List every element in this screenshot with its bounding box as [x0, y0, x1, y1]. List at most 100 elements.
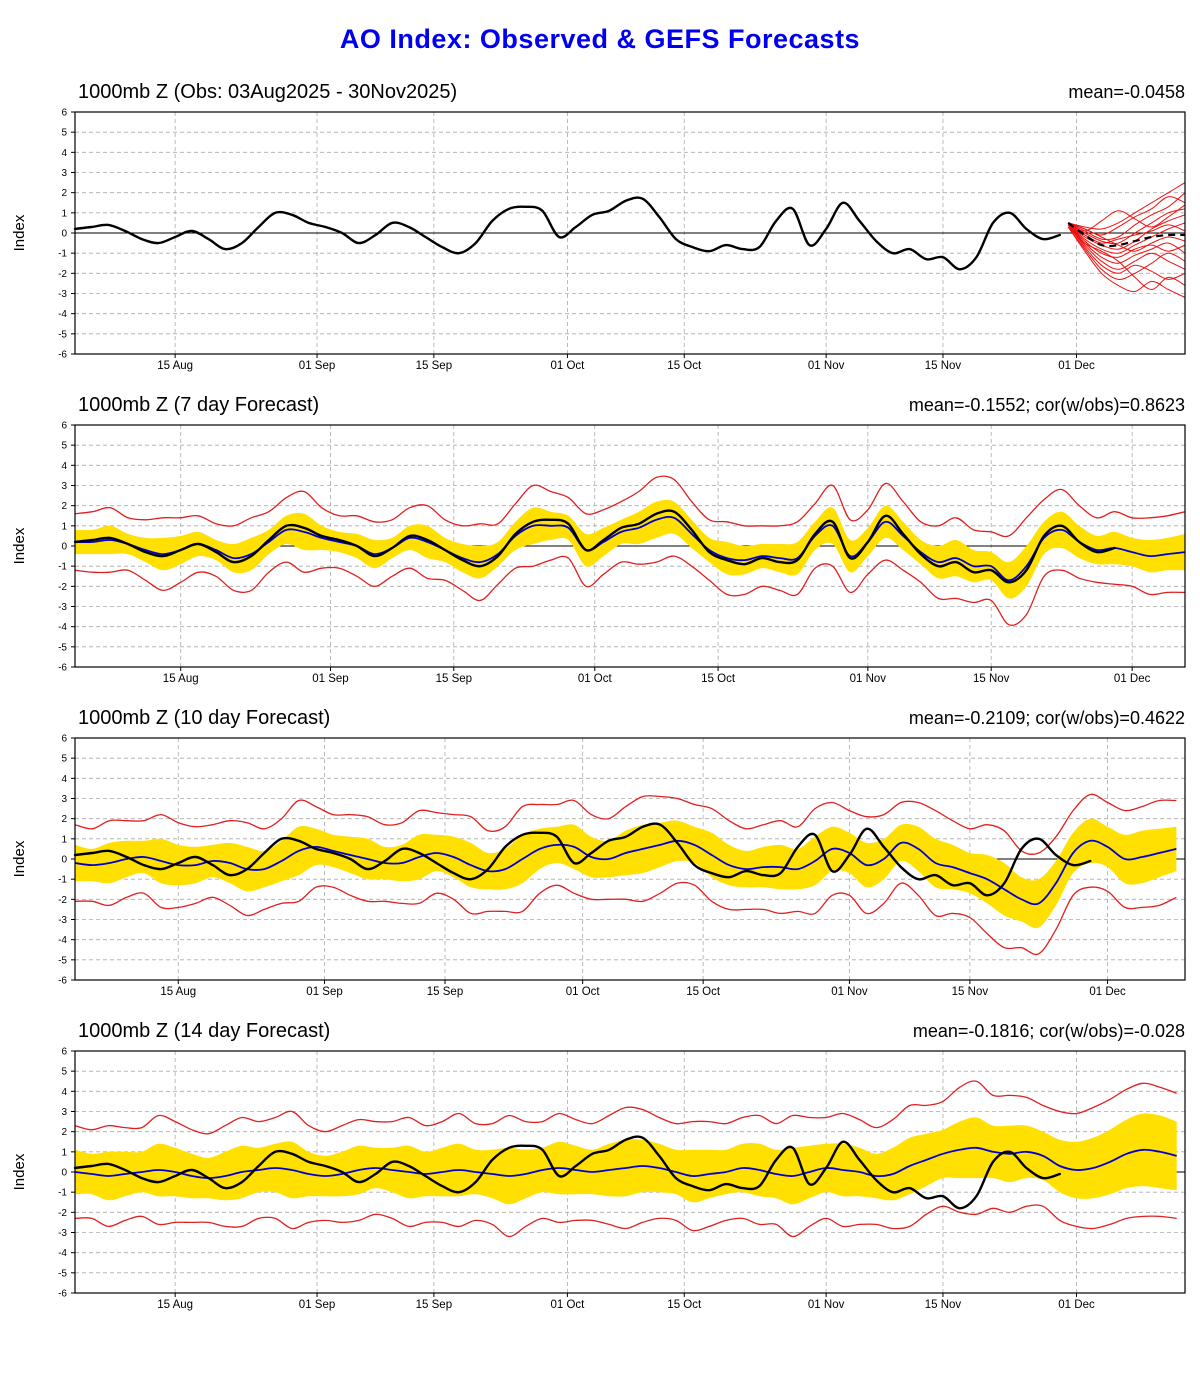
y-tick-label: 3: [61, 168, 67, 179]
ensemble-member-line: [1067, 208, 1186, 245]
ensemble-spread-band: [75, 499, 1185, 599]
y-tick-label: 0: [61, 542, 67, 553]
panel-observed-header: 1000mb Z (Obs: 03Aug2025 - 30Nov2025) me…: [0, 81, 1200, 106]
x-tick-label: 15 Oct: [686, 986, 721, 998]
y-tick-label: 6: [61, 421, 67, 432]
forecast-mean-line: [74, 839, 1177, 906]
y-tick-label: -6: [58, 976, 67, 987]
ensemble-member-line: [1067, 224, 1186, 258]
x-tick-label: 01 Dec: [1058, 1299, 1095, 1311]
y-tick-label: -3: [58, 915, 67, 926]
plot-frame: [74, 111, 1186, 355]
y-tick-label: -6: [58, 1289, 67, 1300]
x-tick-label: 15 Oct: [667, 360, 702, 372]
envelope-min-line: [74, 881, 1177, 956]
x-tick-label: 01 Sep: [306, 986, 342, 998]
y-tick-label: 1: [61, 1147, 67, 1158]
ensemble-spread-band: [75, 1113, 1177, 1205]
ensemble-member-line: [1068, 182, 1186, 230]
y-tick-label: -5: [58, 642, 67, 653]
y-tick-label: 0: [61, 855, 67, 866]
y-tick-label: 4: [61, 774, 67, 785]
y-tick-label: -5: [58, 1268, 67, 1279]
y-tick-label: -1: [58, 1188, 67, 1199]
y-tick-label: -2: [58, 269, 67, 280]
envelope-min-line: [74, 555, 1186, 626]
x-tick-label: 15 Sep: [416, 1299, 452, 1311]
y-tick-label: 2: [61, 188, 67, 199]
x-tick-label: 15 Oct: [667, 1299, 702, 1311]
x-tick-label: 15 Aug: [163, 673, 199, 685]
x-tick-label: 01 Nov: [808, 360, 845, 372]
y-tick-label: 1: [61, 834, 67, 845]
y-tick-label: -6: [58, 663, 67, 674]
ensemble-member-line: [1067, 222, 1186, 254]
y-tick-label: 3: [61, 794, 67, 805]
y-axis-label: Index: [11, 214, 28, 251]
observed-line: [73, 509, 1116, 584]
observed-chart: 15 Aug 01 Sep 15 Sep 01 Oct 15 Oct 01 Nov 15 N…: [11, 108, 1186, 372]
panel-forecast-7day: 1000mb Z (7 day Forecast) mean=-0.1552; …: [0, 394, 1200, 691]
y-tick-label: 5: [61, 128, 67, 139]
y-tick-label: -3: [58, 289, 67, 300]
x-tick-label: 01 Dec: [1114, 673, 1151, 685]
y-tick-label: -5: [58, 329, 67, 340]
x-tick-label: 01 Oct: [550, 1299, 585, 1311]
observed-line: [73, 1135, 1061, 1210]
ensemble-member-line: [1067, 214, 1186, 250]
envelope-max-line: [74, 1080, 1177, 1135]
y-tick-label: 4: [61, 461, 67, 472]
x-tick-label: 01 Oct: [566, 986, 601, 998]
x-tick-label: 01 Nov: [808, 1299, 845, 1311]
ensemble-spread-band: [75, 818, 1177, 929]
y-tick-label: -1: [58, 249, 67, 260]
x-tick-label: 15 Sep: [427, 986, 463, 998]
panel-forecast-10day-stats: mean=-0.2109; cor(w/obs)=0.4622: [908, 708, 1185, 728]
y-tick-label: 6: [61, 734, 67, 745]
envelope-min-line: [74, 1204, 1177, 1238]
forecast-10day-chart: 15 Aug 01 Sep 15 Sep 01 Oct 15 Oct 01 Nov 15 N…: [11, 734, 1186, 998]
y-tick-label: -1: [58, 875, 67, 886]
panel-forecast-10day-title: 1000mb Z (10 day Forecast): [78, 707, 331, 729]
observed-line: [73, 196, 1061, 271]
ensemble-member-line: [1067, 204, 1186, 232]
x-tick-label: 15 Aug: [160, 986, 196, 998]
y-tick-label: -4: [58, 622, 67, 633]
y-tick-label: -2: [58, 1208, 67, 1219]
x-tick-label: 01 Nov: [850, 673, 887, 685]
y-axis-label: Index: [11, 527, 28, 564]
y-tick-label: -3: [58, 1228, 67, 1239]
panel-forecast-10day-header: 1000mb Z (10 day Forecast) mean=-0.2109;…: [0, 707, 1200, 732]
x-tick-label: 01 Sep: [312, 673, 348, 685]
y-tick-label: -6: [58, 350, 67, 361]
plot-frame: [74, 737, 1186, 981]
ensemble-member-line: [1067, 224, 1186, 244]
y-tick-label: 5: [61, 754, 67, 765]
panel-forecast-7day-stats: mean=-0.1552; cor(w/obs)=0.8623: [908, 395, 1185, 415]
panel-forecast-14day-stats: mean=-0.1816; cor(w/obs)=-0.028: [912, 1021, 1185, 1041]
forecast-mean-line: [74, 1146, 1177, 1180]
y-tick-label: -2: [58, 895, 67, 906]
x-tick-label: 15 Nov: [925, 360, 962, 372]
x-tick-label: 15 Sep: [416, 360, 452, 372]
ensemble-member-line: [1067, 226, 1186, 280]
y-tick-label: 5: [61, 1067, 67, 1078]
x-tick-label: 15 Nov: [925, 1299, 962, 1311]
panel-forecast-7day-title: 1000mb Z (7 day Forecast): [78, 394, 320, 416]
envelope-max-line: [74, 475, 1186, 538]
panel-forecast-7day-header: 1000mb Z (7 day Forecast) mean=-0.1552; …: [0, 394, 1200, 419]
panel-observed-stats: mean=-0.0458: [1068, 82, 1185, 102]
x-tick-label: 01 Oct: [550, 360, 585, 372]
y-tick-label: 2: [61, 814, 67, 825]
panel-forecast-14day-title: 1000mb Z (14 day Forecast): [78, 1020, 331, 1042]
panel-forecast-14day: 1000mb Z (14 day Forecast) mean=-0.1816;…: [0, 1020, 1200, 1317]
x-tick-label: 01 Dec: [1089, 986, 1126, 998]
x-tick-label: 15 Nov: [952, 986, 989, 998]
y-tick-label: -4: [58, 309, 67, 320]
y-tick-label: 1: [61, 208, 67, 219]
panel-observed: 1000mb Z (Obs: 03Aug2025 - 30Nov2025) me…: [0, 81, 1200, 378]
x-tick-label: 01 Nov: [831, 986, 868, 998]
ensemble-member-line: [1067, 224, 1186, 270]
y-tick-label: 4: [61, 148, 67, 159]
